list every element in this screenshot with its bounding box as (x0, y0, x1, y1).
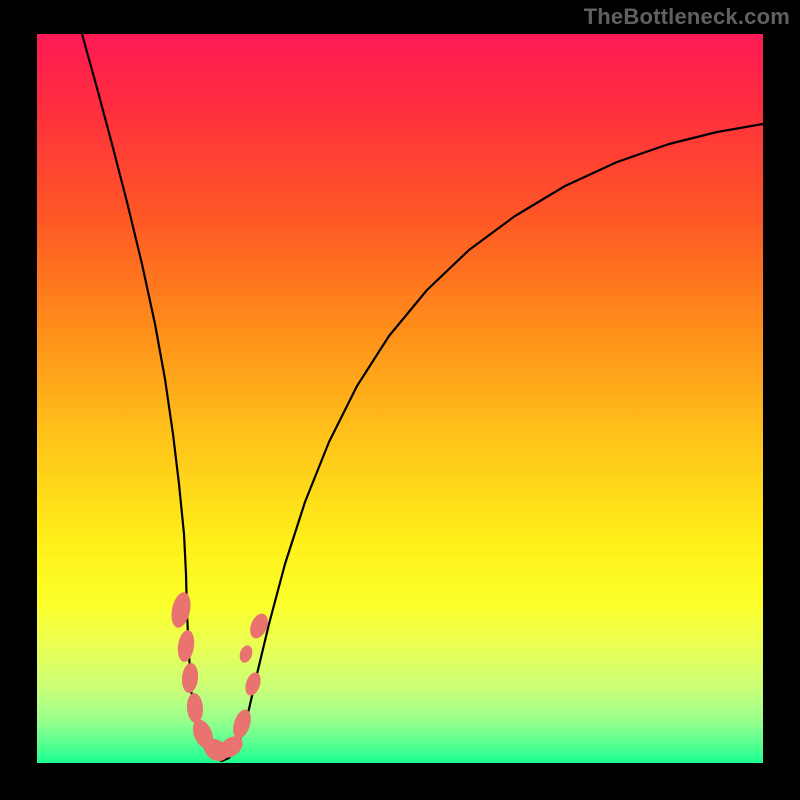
plot-svg (37, 34, 763, 763)
figure-canvas: TheBottleneck.com (0, 0, 800, 800)
gradient-background (37, 34, 763, 763)
watermark-text: TheBottleneck.com (584, 4, 790, 30)
plot-area (37, 34, 763, 763)
